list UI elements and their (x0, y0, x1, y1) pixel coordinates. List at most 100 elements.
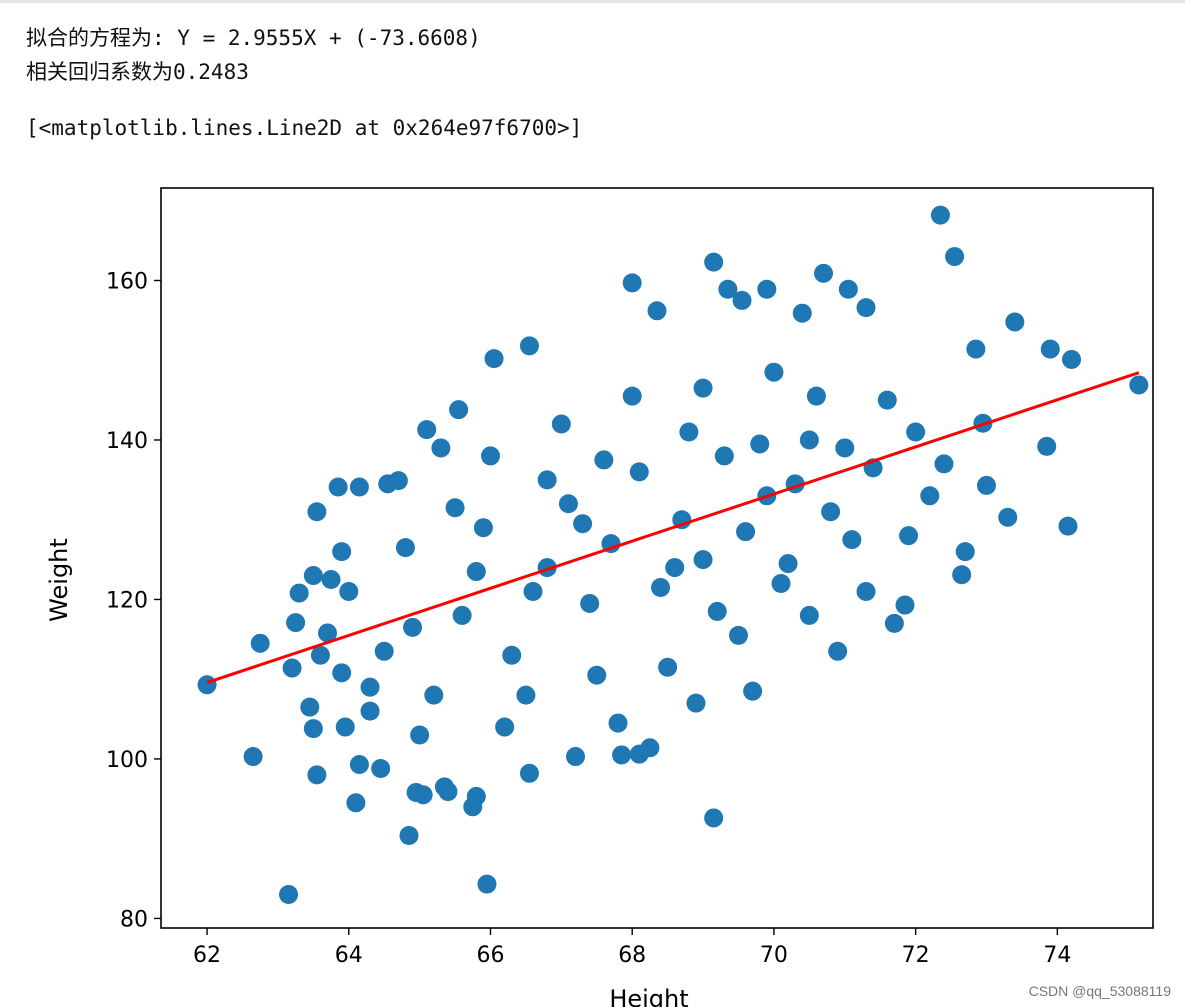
data-point (778, 554, 798, 574)
data-point (806, 386, 826, 406)
data-point (594, 450, 614, 470)
data-point (349, 755, 369, 775)
data-point (360, 677, 380, 697)
data-point (395, 538, 415, 558)
data-point (743, 681, 763, 701)
data-point (945, 247, 965, 267)
data-point (300, 697, 320, 717)
data-point (346, 793, 366, 813)
data-point (718, 279, 738, 299)
data-point (814, 263, 834, 283)
watermark: CSDN @qq_53088119 (1028, 983, 1171, 999)
x-tick-label: 72 (902, 943, 930, 968)
y-tick-label: 160 (106, 270, 148, 295)
fit-line-layer (206, 371, 1140, 684)
data-point (587, 665, 607, 685)
data-point (580, 593, 600, 613)
data-point (1005, 312, 1025, 332)
y-tick-label: 80 (120, 907, 148, 932)
y-tick-label: 140 (106, 429, 148, 454)
scatter-chart: 62 64 66 68 70 72 74 80 100 120 140 160 Height Wei… (45, 187, 1154, 1007)
data-point (466, 562, 486, 582)
data-point (1062, 349, 1082, 369)
data-point (838, 279, 858, 299)
x-tick-label: 74 (1043, 943, 1071, 968)
data-point (413, 785, 433, 805)
data-point (307, 765, 327, 785)
data-point (495, 717, 515, 737)
data-point (679, 422, 699, 442)
data-point (608, 713, 628, 733)
data-point (906, 422, 926, 442)
data-point (558, 494, 578, 514)
data-point (658, 657, 678, 677)
data-point (573, 514, 593, 534)
x-tick-label: 64 (335, 943, 363, 968)
y-axis-title: Weight (45, 538, 73, 622)
regression-line (206, 371, 1140, 684)
data-point (647, 301, 667, 321)
x-tick-label: 68 (618, 943, 646, 968)
data-point (835, 438, 855, 458)
data-point (704, 252, 724, 272)
data-point (764, 362, 784, 382)
repr-output: [<matplotlib.lines.Line2D at 0x264e97f67… (26, 116, 583, 140)
data-point (318, 623, 338, 643)
x-tick-label: 70 (760, 943, 788, 968)
data-point (431, 438, 451, 458)
data-point (310, 645, 330, 665)
x-tick-label: 62 (193, 943, 221, 968)
data-point (629, 462, 649, 482)
data-point (930, 205, 950, 225)
data-point (349, 477, 369, 497)
data-point (289, 583, 309, 603)
data-point (665, 558, 685, 578)
y-tick-label: 100 (106, 748, 148, 773)
data-point (388, 471, 408, 491)
data-point (523, 581, 543, 601)
data-point (920, 486, 940, 506)
data-point (799, 605, 819, 625)
data-point (279, 885, 299, 905)
data-point (243, 747, 263, 767)
data-point (502, 645, 522, 665)
data-point (519, 336, 539, 356)
data-point (612, 745, 632, 765)
data-point (371, 759, 391, 779)
data-point (622, 273, 642, 293)
data-point (792, 303, 812, 323)
data-point (328, 477, 348, 497)
data-point (714, 446, 734, 466)
x-tick-label: 66 (476, 943, 504, 968)
data-point (403, 617, 423, 637)
data-point (374, 641, 394, 661)
data-point (998, 507, 1018, 527)
data-point (477, 874, 497, 894)
x-ticks: 62 64 66 68 70 72 74 (193, 928, 1071, 968)
data-point (1129, 375, 1149, 395)
data-point (704, 808, 724, 828)
data-point (399, 826, 419, 845)
data-point (360, 701, 380, 721)
data-point (339, 581, 359, 601)
data-point (417, 420, 437, 440)
data-point (332, 542, 352, 562)
data-point (771, 574, 791, 594)
data-point (955, 542, 975, 562)
data-point (821, 502, 841, 522)
data-point (303, 719, 323, 739)
plot-frame (160, 187, 1154, 929)
y-tick-label: 120 (106, 588, 148, 613)
data-point (480, 446, 500, 466)
data-point (877, 390, 897, 410)
data-point (732, 290, 752, 310)
x-axis-title: Height (609, 985, 688, 1007)
data-point (466, 786, 486, 806)
data-point (693, 550, 713, 570)
data-point (976, 475, 996, 495)
data-point (197, 675, 217, 695)
data-point (728, 625, 748, 645)
equation-output: 拟合的方程为: Y = 2.9555X + (-73.6608) (26, 26, 481, 50)
data-point (332, 663, 352, 683)
data-point (335, 717, 355, 737)
